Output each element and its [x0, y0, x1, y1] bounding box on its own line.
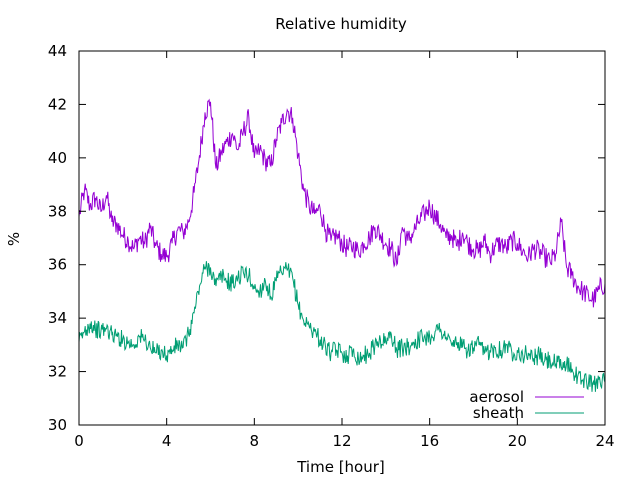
- x-tick-label: 12: [332, 432, 351, 450]
- x-tick-label: 8: [250, 432, 260, 450]
- legend-label-sheath: sheath: [473, 404, 524, 422]
- x-tick-label: 16: [420, 432, 439, 450]
- x-tick-label: 24: [595, 432, 614, 450]
- x-tick-label: 0: [74, 432, 84, 450]
- plot-frame: [78, 50, 606, 426]
- y-tick-label: 44: [48, 42, 67, 60]
- legend-label-aerosol: aerosol: [469, 388, 524, 406]
- chart-title: Relative humidity: [275, 15, 407, 33]
- y-tick-label: 38: [48, 202, 67, 220]
- y-tick-label: 34: [48, 309, 67, 327]
- y-tick-label: 30: [48, 416, 67, 434]
- y-axis-label: %: [5, 232, 23, 246]
- series-line-aerosol: [78, 98, 606, 308]
- x-tick-label: 20: [508, 432, 527, 450]
- series-layer: [78, 98, 606, 392]
- series-line-sheath: [78, 261, 606, 392]
- y-tick-label: 36: [48, 256, 67, 274]
- y-tick-label: 42: [48, 95, 67, 113]
- x-tick-label: 4: [162, 432, 172, 450]
- y-tick-label: 40: [48, 149, 67, 167]
- y-tick-label: 32: [48, 363, 67, 381]
- x-axis-label: Time [hour]: [296, 458, 385, 476]
- axes-layer: 0 4 8 12 16 20 24 30 32 34 36 38 40 42 44: [48, 42, 615, 450]
